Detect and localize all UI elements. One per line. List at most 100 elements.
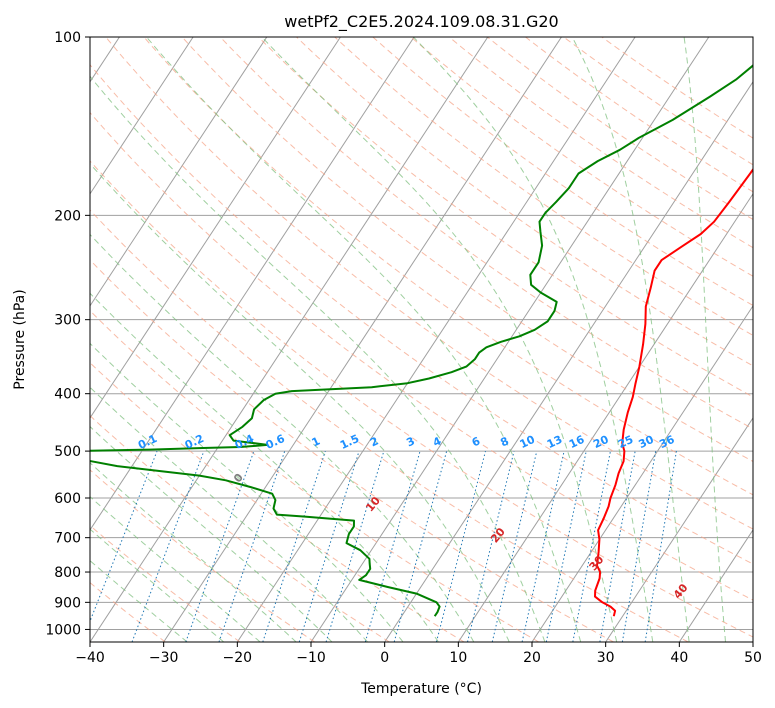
y-tick-label: 1000 [45,622,81,638]
y-tick-label: 500 [54,444,81,460]
moist-adiabat-label: 20 [488,525,508,545]
dry-adiabat-line [448,37,753,249]
isotherm-line [678,529,753,642]
moist-adiabat-line [90,233,475,642]
y-tick-label: 600 [54,491,81,507]
mixing-ratio-label: 0.4 [233,432,256,452]
isotherm-line [90,37,194,195]
dry-adiabat-line [486,37,753,221]
moist-adiabat-line [90,342,404,642]
mixing-ratio-label: 4 [431,434,444,449]
mixing-ratio-label: 36 [657,433,677,451]
moist-adiabat-line [413,37,654,642]
dry-adiabat-line [90,259,614,642]
dry-adiabat-line [181,37,753,463]
plot-area: 0.10.20.40.611.52346810131620253036-100-… [57,36,754,643]
dry-adiabat-line [563,37,753,166]
mixing-ratio-line [90,450,158,623]
mixing-ratio-line [262,450,326,642]
isotherm-line [457,192,753,642]
mixing-ratio-label: 0.6 [264,432,287,452]
dry-adiabat-line [143,37,753,496]
isotherm-line [384,80,753,642]
dry-adiabat-line [105,37,753,530]
dry-adiabat-line [258,37,753,398]
mixing-ratio-line [364,450,421,642]
temperature-trace [594,167,753,617]
x-axis-label: Temperature (°C) [360,681,482,697]
moist-adiabat-line [261,37,618,642]
dry-adiabat-line [90,524,241,642]
x-tick-label: 20 [523,650,541,666]
moist-adiabat-line [90,162,510,642]
mixing-ratio-label: 8 [498,434,510,449]
dewpoint-trace [90,63,753,617]
moist-adiabat-line [146,37,582,642]
moist-adiabat-line [90,528,225,642]
y-tick-label: 400 [54,387,81,403]
x-tick-label: 50 [744,650,762,666]
mixing-ratio-line [621,451,657,642]
mixing-ratio-label: 16 [567,433,587,451]
moist-adiabat-line [90,386,368,642]
dry-adiabat-line [90,469,315,642]
mixing-ratio-line [521,450,565,642]
isotherm-line [90,37,341,419]
y-axis-label: Pressure (hPa) [12,289,28,389]
moist-adiabat-line [90,292,439,642]
moist-adiabat-label: 40 [671,581,691,601]
dry-adiabat-line [525,37,753,193]
mixing-ratio-line [298,450,360,642]
moist-adiabat-line [571,37,690,642]
mixing-ratio-line [545,450,587,642]
mixing-ratio-line [491,450,538,642]
mixing-ratio-label: 20 [591,433,611,451]
moist-adiabat-label: 30 [587,553,607,573]
mixing-ratio-line [218,450,286,642]
dry-adiabat-line [410,37,753,277]
dry-adiabat-line [90,362,465,642]
mixing-ratio-label: 2 [368,434,380,449]
mixing-ratio-label: 3 [404,434,416,449]
x-tick-label: 10 [449,650,467,666]
chart-title: wetPf2_C2E5.2024.109.08.31.G20 [284,12,558,32]
moist-adiabat-line [90,559,188,642]
x-tick-label: 40 [670,650,688,666]
dry-adiabat-line [219,37,753,430]
mixing-ratio-line [435,450,486,642]
moist-adiabat-line [90,75,546,642]
mixing-ratio-line [131,450,205,642]
dry-adiabat-line [372,37,753,307]
mixing-ratio-label: 13 [545,433,564,451]
mixing-ratio-line [599,451,636,642]
mixing-ratio-line [325,450,385,642]
mixing-ratio-line [185,450,255,642]
isotherm-line [90,37,415,531]
dry-adiabat-line [601,37,753,139]
moist-adiabat-line [90,496,261,642]
dry-adiabat-label: -10 [57,421,80,444]
mixing-ratio-line [644,451,677,642]
y-tick-label: 100 [54,30,81,46]
isotherm-line [90,37,268,307]
moist-adiabat-line [90,462,297,642]
isotherm-line [605,417,753,642]
dry-adiabat-line [90,64,753,565]
plot-clip-group: 0.10.20.40.611.52346810131620253036-100-… [57,37,753,642]
mixing-ratio-line [467,450,515,642]
isotherm-line [752,641,753,642]
mixing-ratio-line [393,450,448,642]
x-tick-label: 30 [597,650,615,666]
y-tick-label: 700 [54,531,81,547]
dry-adiabat-line [334,37,753,336]
mixing-ratio-label: 1.5 [338,432,361,452]
mixing-ratio-label: 10 [518,433,538,451]
x-tick-label: −20 [223,650,253,666]
mixing-ratio-label: 30 [636,433,656,451]
plot-frame [89,36,754,643]
moist-adiabat-line [90,425,333,642]
dry-adiabat-line [90,414,390,642]
dry-adiabat-line [90,310,540,642]
